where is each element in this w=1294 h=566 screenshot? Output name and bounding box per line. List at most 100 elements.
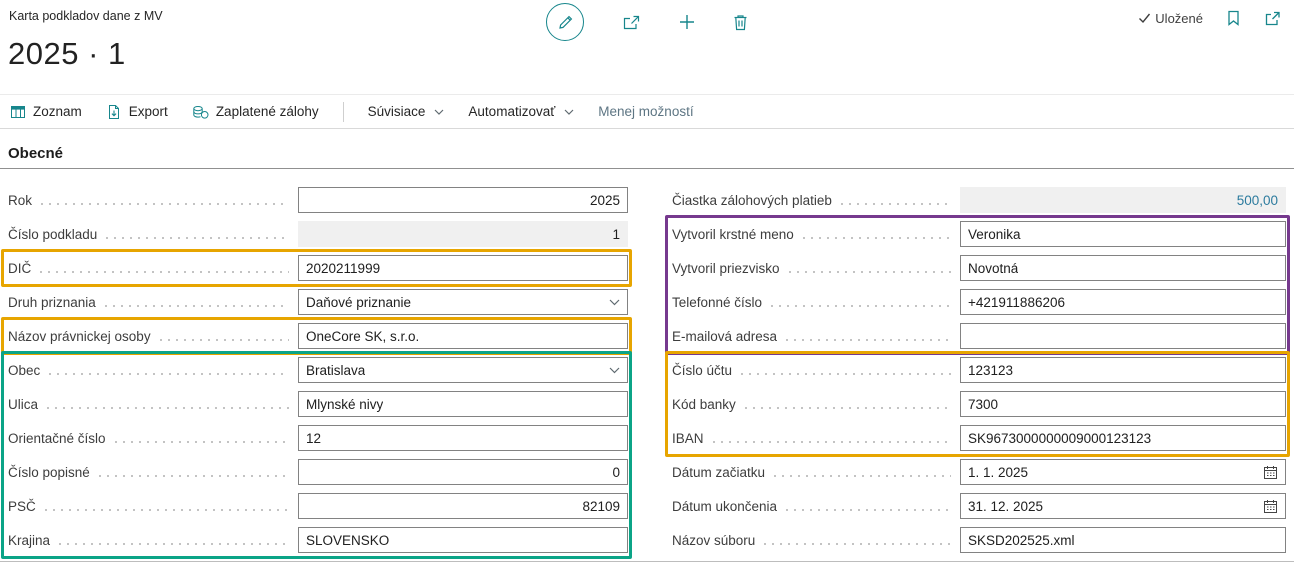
field-label-vytvoril-krstne-meno: Vytvoril krstné meno bbox=[672, 226, 794, 242]
field-label-telefonne-cislo: Telefonné číslo bbox=[672, 294, 763, 310]
field-label-emailova-adresa: E-mailová adresa bbox=[672, 328, 778, 344]
toolbar-menej-moznosti-label: Menej možností bbox=[598, 104, 694, 119]
toolbar-automatizovat-menu[interactable]: Automatizovať bbox=[468, 104, 574, 119]
edit-button[interactable] bbox=[546, 3, 584, 41]
save-status-label: Uložené bbox=[1155, 10, 1203, 26]
field-row-emailova-adresa: E-mailová adresa bbox=[672, 319, 1286, 353]
share-button[interactable] bbox=[622, 14, 641, 31]
nazov-suboru-input[interactable]: SKSD202525.xml bbox=[960, 527, 1286, 553]
datum-zaciatku-input[interactable]: 1. 1. 2025 bbox=[960, 459, 1286, 485]
kod-banky-input[interactable]: 7300 bbox=[960, 391, 1286, 417]
toolbar-suvisiace-label: Súvisiace bbox=[367, 104, 426, 119]
new-record-button[interactable] bbox=[679, 14, 695, 30]
chevron-down-icon bbox=[609, 299, 620, 306]
ulica-input[interactable]: Mlynské nivy bbox=[298, 391, 628, 417]
field-row-psc: PSČ 82109 bbox=[8, 489, 628, 523]
field-row-iban: IBAN SK9673000000009000123123 bbox=[672, 421, 1286, 455]
field-label-cislo-podkladu: Číslo podkladu bbox=[8, 226, 98, 242]
field-label-datum-ukoncenia: Dátum ukončenia bbox=[672, 498, 778, 514]
dotted-leader bbox=[114, 441, 289, 443]
dotted-leader bbox=[47, 407, 289, 409]
toolbar-export-label: Export bbox=[128, 104, 168, 119]
toolbar-zoznam-button[interactable]: Zoznam bbox=[10, 104, 82, 120]
dotted-leader bbox=[788, 271, 951, 273]
dotted-leader bbox=[44, 509, 289, 511]
field-label-kod-banky: Kód banky bbox=[672, 396, 736, 412]
field-row-rok: Rok 2025 bbox=[8, 183, 628, 217]
calendar-icon[interactable] bbox=[1263, 465, 1278, 480]
bookmark-button[interactable] bbox=[1227, 10, 1240, 26]
dotted-leader bbox=[49, 373, 289, 375]
popout-button[interactable] bbox=[1264, 11, 1280, 26]
field-label-vytvoril-priezvisko: Vytvoril priezvisko bbox=[672, 260, 780, 276]
field-row-datum-ukoncenia: Dátum ukončenia 31. 12. 2025 bbox=[672, 489, 1286, 523]
field-row-dic: DIČ 2020211999 bbox=[8, 251, 628, 285]
dic-input[interactable]: 2020211999 bbox=[298, 255, 628, 281]
psc-input[interactable]: 82109 bbox=[298, 493, 628, 519]
breadcrumb[interactable]: Karta podkladov dane z MV bbox=[9, 9, 163, 23]
page-action-bar bbox=[546, 3, 748, 41]
emailova-adresa-input[interactable] bbox=[960, 323, 1286, 349]
calendar-icon[interactable] bbox=[1263, 499, 1278, 514]
popout-icon bbox=[1264, 11, 1280, 26]
dotted-leader bbox=[106, 237, 289, 239]
field-label-rok: Rok bbox=[8, 192, 33, 208]
field-label-ulica: Ulica bbox=[8, 396, 39, 412]
field-row-nazov-pravnickej-osoby: Názov právnickej osoby OneCore SK, s.r.o… bbox=[8, 319, 628, 353]
export-file-icon bbox=[106, 104, 122, 120]
toolbar-zaplatene-zalohy-label: Zaplatené zálohy bbox=[215, 104, 319, 119]
field-row-ciastka-zalohovych-platieb: Čiastka zálohových platieb 500,00 bbox=[672, 183, 1286, 217]
field-label-krajina: Krajina bbox=[8, 532, 51, 548]
share-icon bbox=[622, 14, 641, 31]
dotted-leader bbox=[41, 203, 289, 205]
datum-ukoncenia-input[interactable]: 31. 12. 2025 bbox=[960, 493, 1286, 519]
vytvoril-krstne-meno-input[interactable]: Veronika bbox=[960, 221, 1286, 247]
dotted-leader bbox=[159, 339, 289, 341]
toolbar-zaplatene-zalohy-button[interactable]: Zaplatené zálohy bbox=[192, 104, 319, 120]
orientacne-cislo-input[interactable]: 12 bbox=[298, 425, 628, 451]
dotted-leader bbox=[840, 203, 951, 205]
field-row-vytvoril-priezvisko: Vytvoril priezvisko Novotná bbox=[672, 251, 1286, 285]
annotation-group-adresa: Obec Bratislava Ulica Mlynské nivy Orien… bbox=[1, 351, 632, 559]
iban-input[interactable]: SK9673000000009000123123 bbox=[960, 425, 1286, 451]
page-title: 2025 · 1 bbox=[8, 36, 126, 71]
bookmark-icon bbox=[1227, 10, 1240, 26]
chevron-down-icon bbox=[434, 109, 444, 115]
toolbar-automatizovat-label: Automatizovať bbox=[468, 104, 556, 119]
cislo-uctu-input[interactable]: 123123 bbox=[960, 357, 1286, 383]
check-icon bbox=[1138, 12, 1151, 24]
save-status: Uložené bbox=[1138, 11, 1203, 26]
field-row-cislo-uctu: Číslo účtu 123123 bbox=[672, 353, 1286, 387]
rok-input[interactable]: 2025 bbox=[298, 187, 628, 213]
nazov-pravnickej-osoby-input[interactable]: OneCore SK, s.r.o. bbox=[298, 323, 628, 349]
chevron-down-icon bbox=[564, 109, 574, 115]
form-column-left: Rok 2025 Číslo podkladu 1 DIČ 2020211999… bbox=[1, 183, 632, 559]
krajina-input[interactable]: SLOVENSKO bbox=[298, 527, 628, 553]
obec-select[interactable]: Bratislava bbox=[298, 357, 628, 383]
delete-button[interactable] bbox=[733, 14, 748, 31]
chevron-down-icon bbox=[609, 367, 620, 374]
field-row-druh-priznania: Druh priznania Daňové priznanie bbox=[8, 285, 628, 319]
vytvoril-priezvisko-input[interactable]: Novotná bbox=[960, 255, 1286, 281]
field-label-cislo-popisne: Číslo popisné bbox=[8, 464, 90, 480]
field-label-druh-priznania: Druh priznania bbox=[8, 294, 96, 310]
field-row-cislo-podkladu: Číslo podkladu 1 bbox=[8, 217, 628, 251]
druh-priznania-select[interactable]: Daňové priznanie bbox=[298, 289, 628, 315]
field-label-nazov-pravnickej-osoby: Názov právnickej osoby bbox=[8, 328, 151, 344]
dotted-leader bbox=[98, 475, 289, 477]
fasttab-header-obecne[interactable]: Obecné bbox=[8, 145, 64, 162]
cislo-popisne-input[interactable]: 0 bbox=[298, 459, 628, 485]
field-row-nazov-suboru: Názov súboru SKSD202525.xml bbox=[672, 523, 1286, 557]
dotted-leader bbox=[744, 407, 951, 409]
ciastka-zalohovych-platieb-readonly-field: 500,00 bbox=[960, 187, 1286, 213]
field-label-obec: Obec bbox=[8, 362, 41, 378]
field-row-orientacne-cislo: Orientačné číslo 12 bbox=[8, 421, 628, 455]
dotted-leader bbox=[741, 373, 951, 375]
toolbar-suvisiace-menu[interactable]: Súvisiace bbox=[368, 104, 445, 119]
toolbar-menej-moznosti-button[interactable]: Menej možností bbox=[598, 104, 693, 119]
field-label-psc: PSČ bbox=[8, 498, 36, 514]
telefonne-cislo-input[interactable]: +421911886206 bbox=[960, 289, 1286, 315]
toolbar-export-button[interactable]: Export bbox=[106, 104, 168, 120]
plus-icon bbox=[679, 14, 695, 30]
dotted-leader bbox=[786, 339, 951, 341]
